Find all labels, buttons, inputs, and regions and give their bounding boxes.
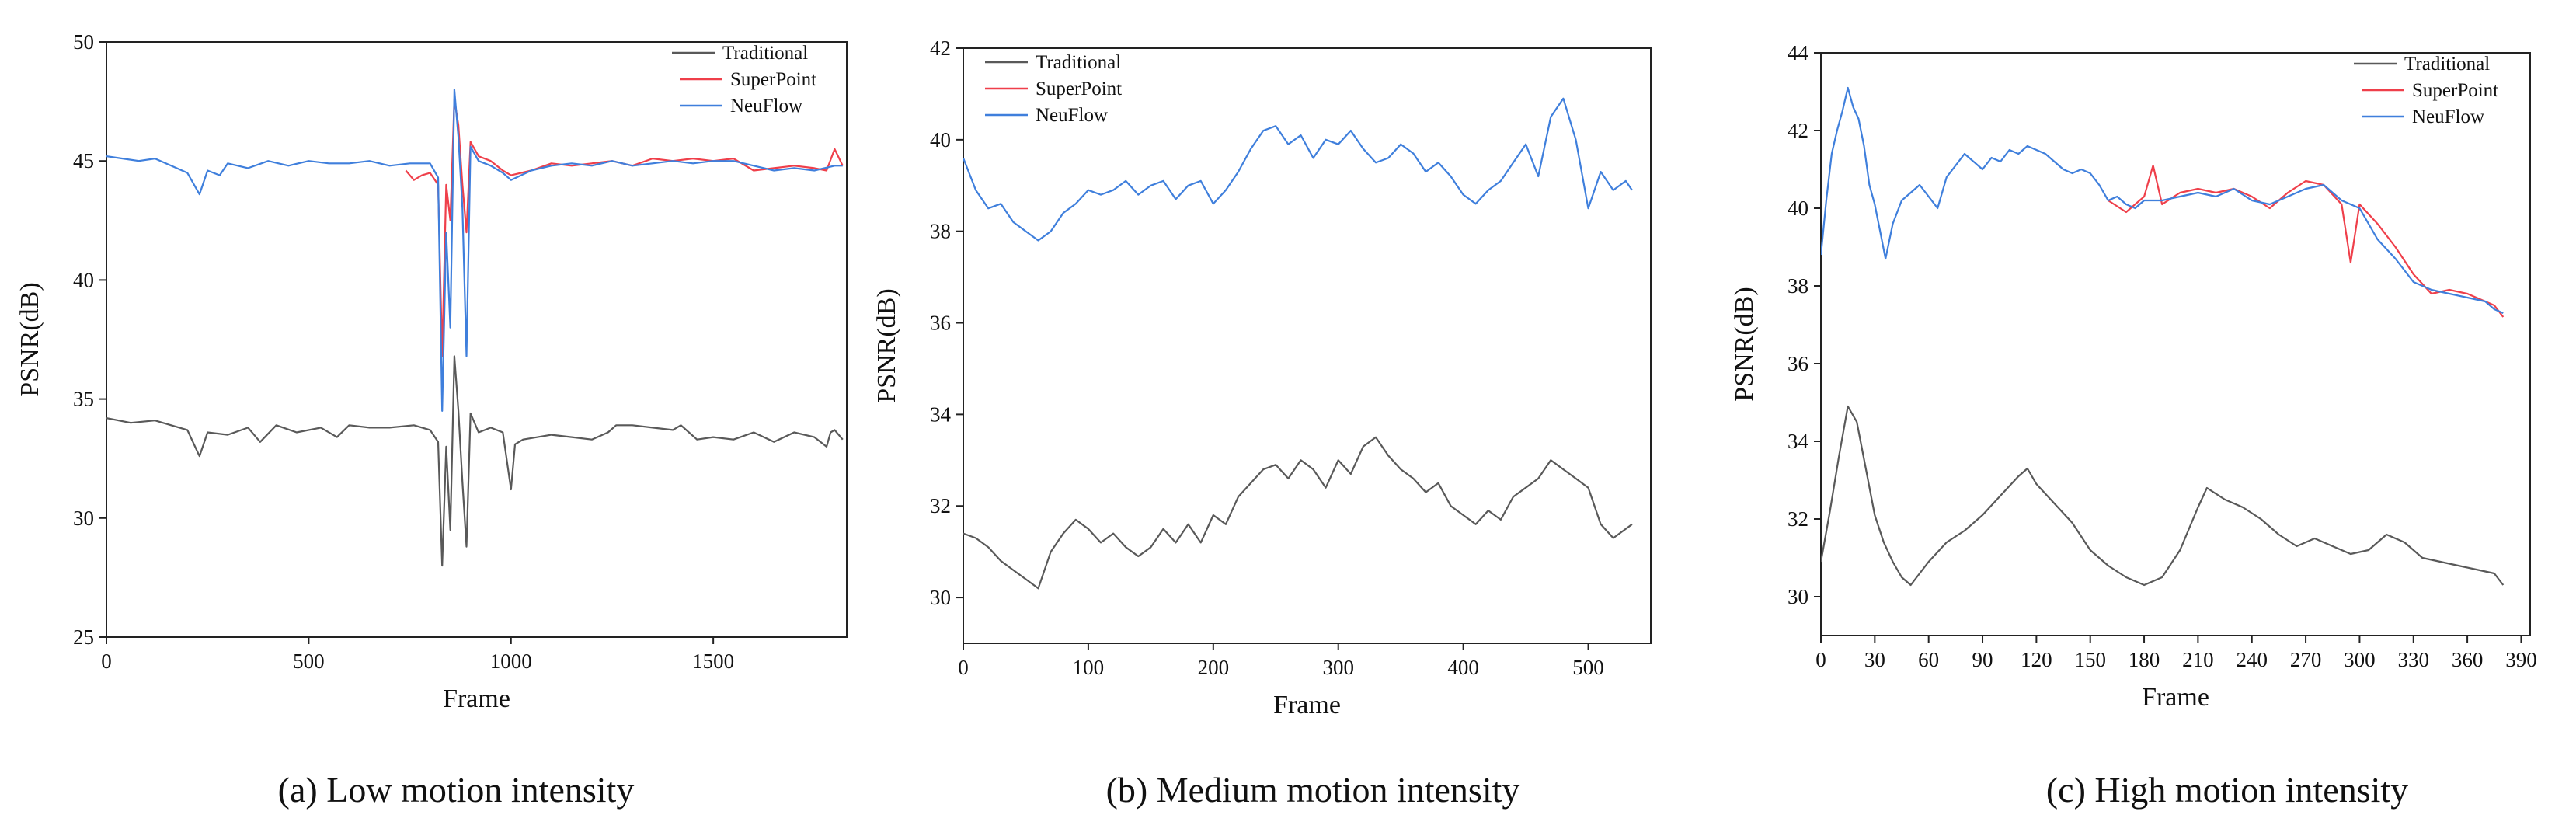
panel-b-y-tick-label: 36 — [930, 312, 951, 335]
panel-a-series-traditional — [106, 355, 844, 567]
panel-c-x-tick-label: 270 — [2290, 648, 2322, 671]
panel-c-y-axis-title: PSNR(dB) — [1730, 287, 1759, 401]
panel-c-x-tick-label: 180 — [2129, 648, 2160, 671]
panel-c-x-tick-label: 0 — [1815, 648, 1826, 671]
panel-c-x-tick-label: 60 — [1918, 648, 1939, 671]
panel-b-x-tick-label: 400 — [1447, 656, 1479, 679]
panel-b-caption: (b) Medium motion intensity — [1106, 770, 1520, 810]
panel-a-y-tick-label: 40 — [73, 268, 94, 291]
panel-b-y-tick-label: 38 — [930, 220, 951, 243]
panel-b-y-axis-title: PSNR(dB) — [872, 288, 901, 402]
panel-a-legend-label-traditional: Traditional — [722, 43, 808, 64]
panel-a-series-neuflow — [106, 89, 843, 413]
panel-c-y-tick-label: 30 — [1788, 585, 1808, 608]
panel-b-y-tick-label: 42 — [930, 37, 951, 60]
panel-b-x-axis-title: Frame — [1273, 691, 1341, 719]
panel-a-legend-label-neuflow: NeuFlow — [730, 96, 802, 117]
panel-a-series-group — [106, 89, 844, 567]
panel-b-x-tick-label: 200 — [1198, 656, 1230, 679]
panel-a-x-tick-label: 0 — [101, 650, 112, 673]
panel-a-legend: Traditional SuperPoint NeuFlow — [672, 43, 816, 117]
panel-a-x-tick-label: 1000 — [490, 650, 532, 673]
panel-b-x-tick-label: 0 — [958, 656, 969, 679]
panel-c-y-tick-label: 32 — [1788, 507, 1808, 531]
panel-b-series-group — [963, 97, 1633, 590]
panel-c-y-tick-label: 36 — [1788, 352, 1808, 375]
panel-b-x-tick-label: 500 — [1572, 656, 1604, 679]
panel-c-legend-label-superpoint: SuperPoint — [2412, 80, 2498, 101]
panel-b-legend: Traditional SuperPoint NeuFlow — [985, 52, 1122, 126]
panel-b-x-tick-label: 300 — [1322, 656, 1354, 679]
panel-c-x-tick-label: 330 — [2398, 648, 2430, 671]
panel-c-x-tick-label: 210 — [2182, 648, 2214, 671]
panel-c: (c) High motion intensity 0 30 60 90 120 150 1… — [1730, 41, 2537, 810]
panel-a-x-axis-title: Frame — [443, 684, 510, 713]
panel-a-y-tick-label: 45 — [73, 149, 94, 172]
panel-c-x-tick-label: 150 — [2074, 648, 2106, 671]
panel-a-x-tick-label: 1500 — [692, 650, 734, 673]
panel-c-y-tick-label: 42 — [1788, 119, 1808, 142]
panel-c-legend-label-traditional: Traditional — [2404, 54, 2490, 75]
panel-c-x-tick-label: 120 — [2021, 648, 2052, 671]
panel-c-series-group — [1821, 86, 2505, 587]
panel-c-x-tick-label: 90 — [1972, 648, 1993, 671]
panel-b-series-neuflow — [963, 97, 1633, 242]
panel-c-x-tick-label: 390 — [2505, 648, 2537, 671]
panel-a-x-tick-label: 500 — [293, 650, 325, 673]
panel-c-legend: Traditional SuperPoint NeuFlow — [2354, 54, 2498, 127]
panel-c-legend-label-neuflow: NeuFlow — [2412, 106, 2484, 127]
panel-a-y-tick-label: 30 — [73, 507, 94, 530]
panel-c-y-tick-label: 40 — [1788, 197, 1808, 220]
panel-b-y-tick-label: 32 — [930, 494, 951, 517]
panel-c-series-traditional — [1821, 405, 2505, 587]
panel-c-series-neuflow — [1821, 86, 2504, 315]
panel-a-caption: (a) Low motion intensity — [278, 770, 635, 810]
panel-a-legend-label-superpoint: SuperPoint — [730, 69, 816, 90]
panel-c-series-superpoint — [2108, 164, 2505, 318]
panel-c-plot-frame — [1820, 52, 2531, 636]
panel-a: (a) Low motion intensity 0 500 1000 1500 25 3… — [16, 30, 848, 810]
panel-a-plot-frame — [106, 41, 848, 638]
panel-c-x-tick-label: 300 — [2344, 648, 2376, 671]
panel-b-x-tick-label: 100 — [1073, 656, 1105, 679]
panel-b-legend-label-superpoint: SuperPoint — [1036, 78, 1122, 99]
panel-a-y-axis-title: PSNR(dB) — [16, 282, 44, 396]
panel-b: (b) Medium motion intensity 0 100 200 300 40… — [872, 37, 1652, 810]
panel-c-x-tick-label: 360 — [2452, 648, 2484, 671]
panel-a-y-tick-label: 50 — [73, 30, 94, 54]
panel-b-legend-label-traditional: Traditional — [1036, 52, 1121, 73]
panel-c-x-tick-label: 30 — [1864, 648, 1885, 671]
panel-b-y-tick-label: 40 — [930, 128, 951, 152]
panel-c-x-tick-label: 240 — [2236, 648, 2268, 671]
panel-c-caption: (c) High motion intensity — [2046, 770, 2408, 810]
panel-a-y-tick-label: 25 — [73, 625, 94, 649]
panel-c-y-tick-label: 34 — [1788, 430, 1809, 453]
panel-b-legend-label-neuflow: NeuFlow — [1036, 105, 1108, 126]
panel-b-y-tick-label: 34 — [930, 402, 952, 426]
panel-a-y-tick-label: 35 — [73, 388, 94, 411]
panel-b-series-traditional — [963, 436, 1633, 590]
panel-b-plot-frame — [963, 47, 1652, 644]
panel-b-y-tick-label: 30 — [930, 586, 951, 609]
panel-c-x-axis-title: Frame — [2142, 683, 2209, 712]
panel-c-y-tick-label: 38 — [1788, 274, 1808, 298]
panel-c-y-tick-label: 44 — [1788, 41, 1809, 64]
